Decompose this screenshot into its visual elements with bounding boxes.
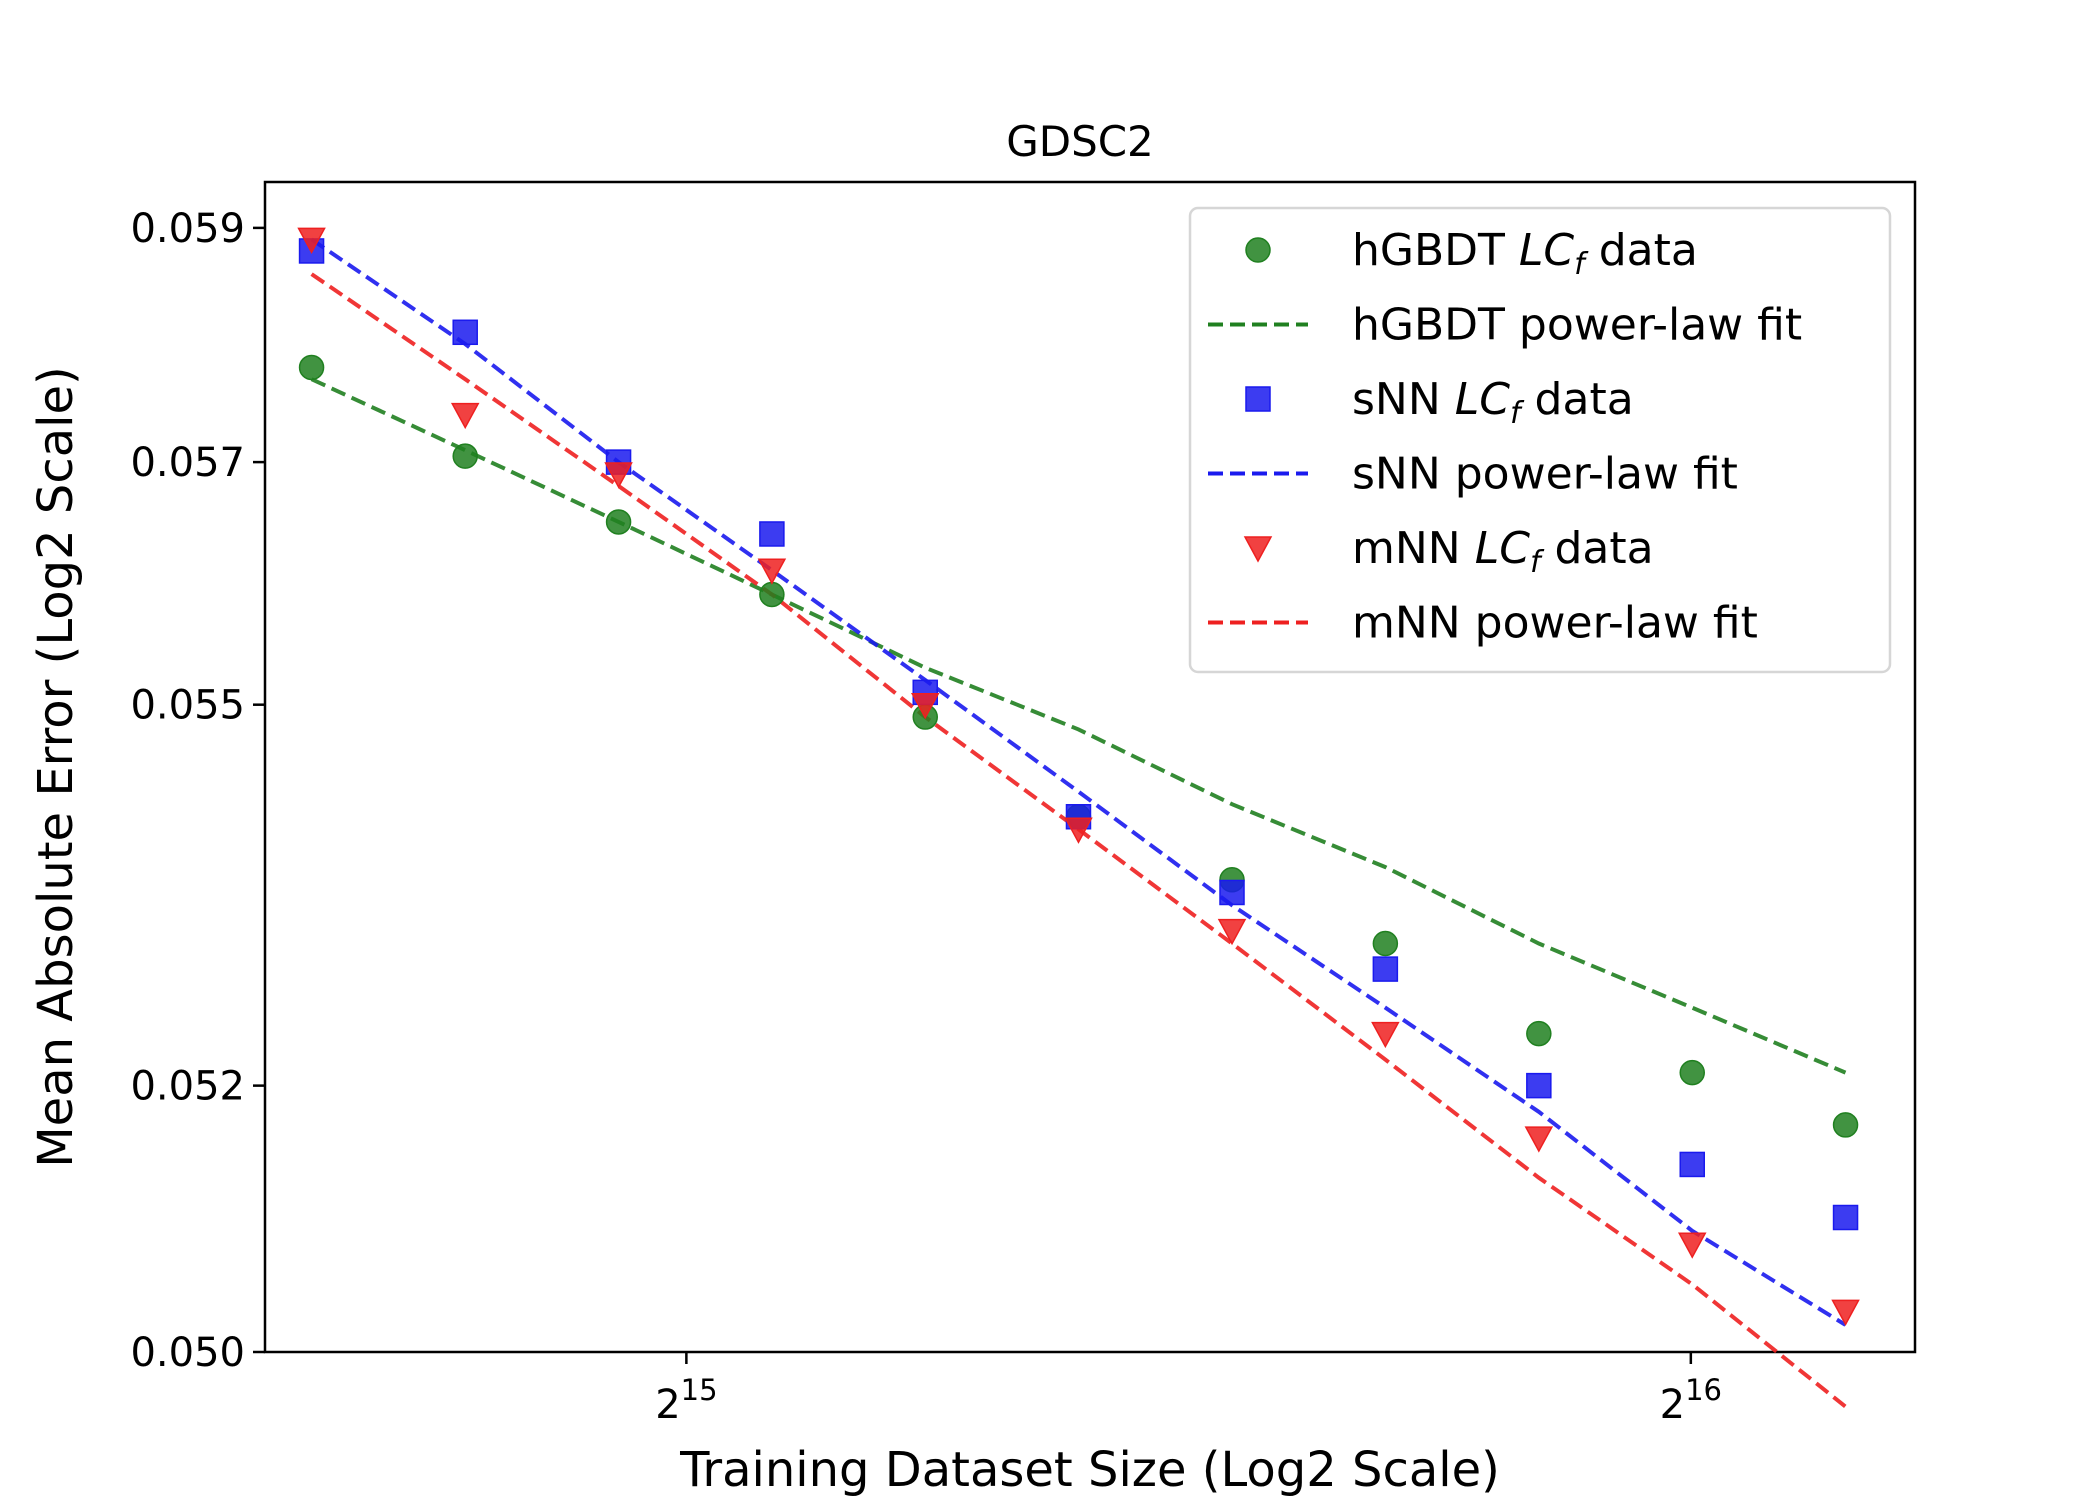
mnn-legend-data-label: mNN LCf data [1352, 523, 1654, 580]
mnn-data-point [1677, 1232, 1707, 1259]
snn-data-point [452, 319, 478, 346]
chart-title: GDSC2 [1006, 117, 1154, 166]
x-tick-label: 215 [655, 1373, 717, 1428]
snn-data-point [759, 521, 785, 547]
mnn-data-point [450, 402, 480, 430]
x-axis-label: Training Dataset Size (Log2 Scale) [679, 1442, 1500, 1498]
x-tick-base: 2 [655, 1382, 680, 1428]
snn-legend-data-label: sNN LCf data [1352, 374, 1634, 431]
mnn-data-point [604, 462, 633, 489]
snn-legend-marker [1245, 386, 1271, 412]
snn-data-point [1526, 1072, 1552, 1099]
hgbdt-data-point [298, 354, 325, 381]
hgbdt-fit-line [310, 377, 1847, 1075]
snn-legend-fit-label: sNN power-law fit [1352, 449, 1738, 500]
x-axis: 215 216 [655, 1352, 1722, 1428]
x-tick-base: 2 [1660, 1382, 1685, 1428]
mnn-data-point [1217, 918, 1247, 946]
hgbdt-data-point [759, 581, 785, 608]
mnn-data-point [1371, 1021, 1400, 1049]
hgbdt-legend-data-label: hGBDT LCf data [1352, 225, 1698, 282]
snn-fit-line [310, 237, 1847, 1327]
y-tick-label: 0.057 [130, 440, 245, 486]
x-tick-label: 216 [1660, 1373, 1722, 1428]
mnn-legend-marker [1243, 536, 1273, 563]
legend-box [1188, 206, 1892, 674]
y-axis-label: Mean Absolute Error (Log2 Scale) [28, 366, 84, 1167]
hgbdt-data-point [452, 443, 478, 469]
legend: hGBDT LCf data hGBDT power-law fit sNN LCf… [1188, 206, 1892, 674]
mnn-data-point [757, 558, 787, 585]
y-tick-label: 0.050 [130, 1330, 245, 1376]
mnn-data-point [1831, 1299, 1860, 1326]
mnn-data-point [297, 227, 326, 254]
hgbdt-data-point [1372, 930, 1399, 957]
snn-data-point [1372, 956, 1399, 982]
snn-data-point [1679, 1151, 1705, 1178]
y-tick-label: 0.052 [130, 1064, 245, 1110]
mnn-data-point [1064, 817, 1093, 844]
mnn-legend-fit-label: mNN power-law fit [1352, 598, 1758, 649]
hgbdt-data-point [1526, 1020, 1552, 1047]
mnn-data-point [910, 692, 940, 720]
plot-frame [263, 180, 1917, 1354]
snn-data-point [1219, 879, 1245, 906]
x-tick-exponent: 15 [681, 1373, 718, 1407]
mnn-data-point [1524, 1126, 1554, 1153]
data-markers [297, 227, 1860, 1326]
hgbdt-data-point [1832, 1112, 1859, 1138]
y-tick-label: 0.055 [130, 683, 245, 729]
plot-area [263, 180, 1917, 1409]
hgbdt-legend-fit-label: hGBDT power-law fit [1352, 300, 1802, 351]
hgbdt-data-point [605, 509, 632, 535]
y-axis: 0.050 0.052 0.055 0.057 0.059 [130, 206, 265, 1376]
hgbdt-data-point [1679, 1059, 1705, 1086]
snn-data-point [1832, 1204, 1859, 1231]
y-tick-label: 0.059 [130, 206, 245, 252]
hgbdt-legend-marker [1245, 237, 1271, 263]
x-tick-exponent: 16 [1685, 1373, 1722, 1407]
